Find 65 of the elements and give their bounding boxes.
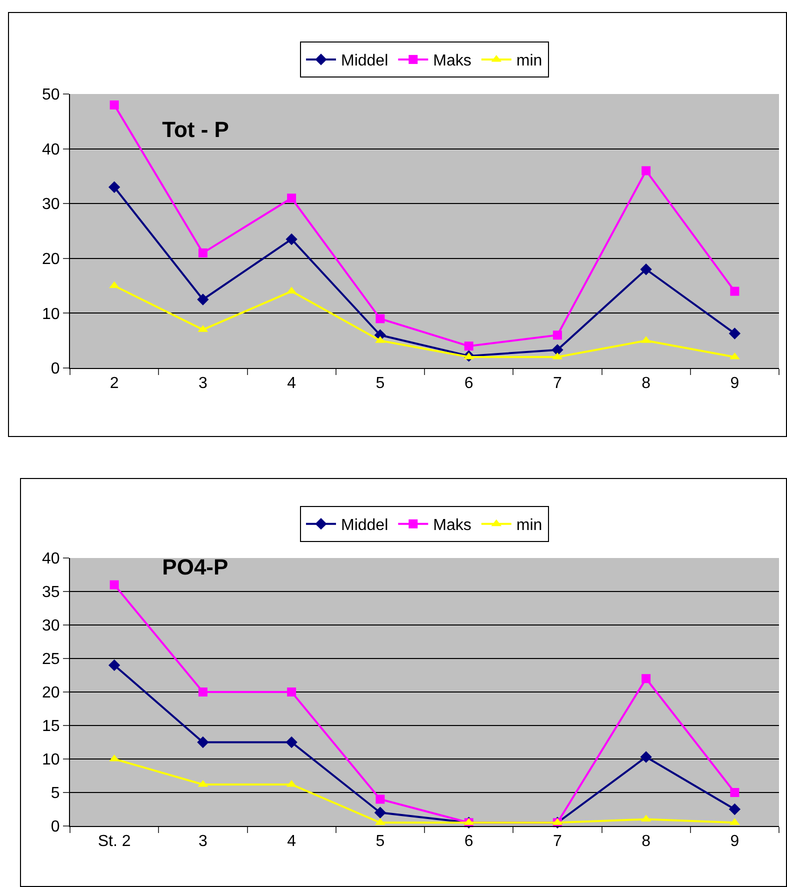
point (642, 674, 651, 684)
y-tick-label: 20 (42, 251, 60, 268)
point (110, 100, 119, 110)
x-tick-label: 5 (376, 375, 385, 392)
y-tick-label: 25 (42, 651, 60, 668)
x-tick-label: 3 (198, 375, 208, 392)
legend-label: Maks (433, 517, 472, 534)
y-tick-label: 10 (42, 752, 60, 769)
x-tick-label: 6 (464, 375, 474, 392)
y-tick-label: 30 (42, 618, 60, 635)
point (108, 659, 120, 672)
y-tick-label: 10 (42, 306, 60, 323)
legend-label: min (516, 517, 542, 534)
x-tick-label: 8 (642, 833, 651, 850)
point (464, 342, 474, 351)
x-tick-label: 5 (376, 833, 385, 850)
y-tick-label: 30 (42, 196, 60, 214)
y-tick-label: 50 (42, 86, 60, 104)
point (108, 181, 120, 194)
x-tick-label: 4 (287, 833, 296, 850)
point (110, 580, 119, 590)
point (286, 233, 298, 246)
y-tick-label: 5 (50, 785, 60, 802)
point (287, 194, 296, 203)
x-tick-label: 7 (552, 375, 562, 392)
point (286, 736, 298, 748)
y-tick-label: 35 (42, 584, 60, 602)
point (730, 286, 740, 296)
point (640, 751, 652, 763)
point (728, 328, 741, 340)
y-tick-label: 15 (42, 718, 60, 736)
y-tick-label: 40 (42, 141, 60, 158)
y-tick-label: 0 (50, 360, 60, 378)
legend-label: Maks (433, 52, 472, 70)
point (376, 794, 385, 804)
y-tick-label: 0 (50, 818, 60, 836)
point (376, 314, 385, 324)
x-tick-label: 6 (464, 833, 474, 850)
legend-label: Middel (341, 52, 388, 70)
point (640, 264, 652, 276)
y-tick-label: 40 (42, 550, 60, 568)
legend-label: min (516, 52, 542, 70)
point (197, 736, 209, 748)
point (730, 788, 740, 797)
point (197, 294, 209, 306)
x-tick-label: St. 2 (98, 833, 131, 850)
x-tick-label: 4 (287, 375, 296, 392)
x-tick-label: 8 (642, 375, 651, 392)
point (198, 248, 208, 258)
point (198, 688, 208, 696)
legend-label: Middel (341, 517, 388, 534)
x-tick-label: 3 (198, 833, 208, 850)
x-tick-label: 9 (730, 833, 740, 850)
point (642, 166, 651, 176)
point (552, 330, 562, 340)
x-tick-label: 2 (110, 375, 119, 392)
point (287, 688, 296, 696)
point (552, 344, 564, 356)
point (374, 806, 386, 818)
point (728, 803, 741, 816)
y-tick-label: 20 (42, 684, 60, 702)
text: Tot - P (162, 116, 229, 142)
x-tick-label: 9 (730, 375, 740, 392)
chart-title: PO4-P (162, 554, 228, 580)
x-tick-label: 7 (552, 833, 562, 850)
